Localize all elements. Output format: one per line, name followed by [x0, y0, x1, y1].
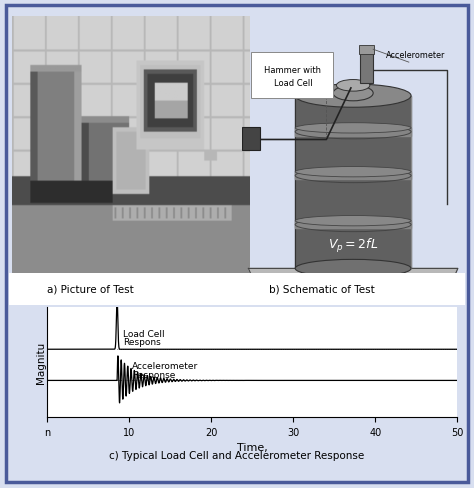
FancyBboxPatch shape	[251, 53, 333, 99]
X-axis label: Time,: Time,	[237, 443, 268, 452]
Polygon shape	[295, 97, 411, 269]
Text: Accelerometer: Accelerometer	[386, 51, 445, 60]
Text: Accelerometer: Accelerometer	[132, 362, 198, 370]
Ellipse shape	[295, 167, 411, 178]
Y-axis label: Magnitu: Magnitu	[36, 341, 46, 384]
Bar	[359, 46, 374, 55]
Ellipse shape	[295, 260, 411, 278]
Ellipse shape	[337, 81, 370, 92]
Text: c) Typical Load Cell and Accelerometer Response: c) Typical Load Cell and Accelerometer R…	[109, 450, 365, 460]
Text: Hammer with: Hammer with	[264, 66, 321, 75]
Ellipse shape	[333, 86, 373, 102]
Text: Load Cell: Load Cell	[123, 329, 164, 339]
Text: Respons: Respons	[123, 338, 161, 347]
Text: Load Cell: Load Cell	[273, 79, 312, 88]
Polygon shape	[295, 221, 411, 229]
Text: $E_{mat}<<E_{specimen}$: $E_{mat}<<E_{specimen}$	[320, 281, 386, 294]
Ellipse shape	[295, 216, 411, 226]
Ellipse shape	[295, 85, 411, 108]
Ellipse shape	[295, 123, 411, 134]
Bar	[360, 50, 373, 83]
Polygon shape	[248, 269, 458, 295]
Bar	[9, 273, 465, 305]
Polygon shape	[295, 172, 411, 180]
Text: Response: Response	[132, 370, 175, 379]
Bar	[242, 127, 260, 150]
Text: b) Schematic of Test: b) Schematic of Test	[269, 284, 375, 294]
Polygon shape	[295, 129, 411, 136]
Text: a) Picture of Test: a) Picture of Test	[46, 284, 134, 294]
Text: $V_p = 2fL$: $V_p = 2fL$	[328, 237, 378, 255]
